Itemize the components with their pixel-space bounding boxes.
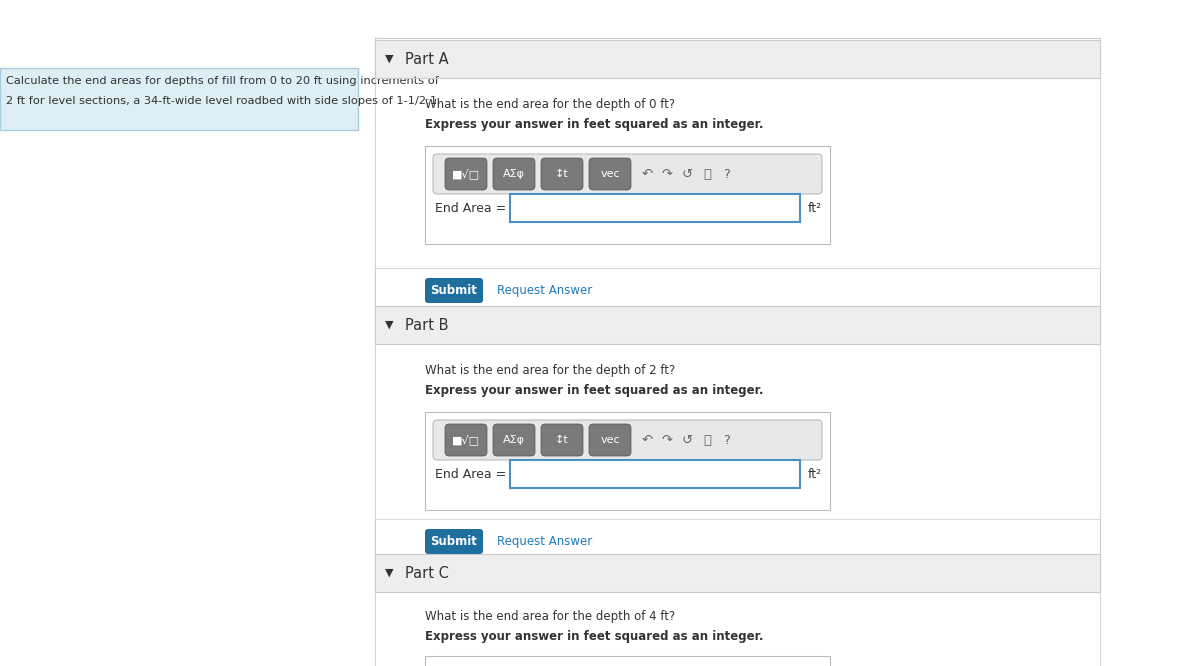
Text: Express your answer in feet squared as an integer.: Express your answer in feet squared as a… [425,630,763,643]
Text: ▼: ▼ [385,320,394,330]
Text: ■√□: ■√□ [452,435,480,446]
Text: Request Answer: Request Answer [497,535,593,548]
Text: AΣφ: AΣφ [503,169,526,179]
Text: Part C: Part C [406,565,449,581]
Text: What is the end area for the depth of 4 ft?: What is the end area for the depth of 4 … [425,610,676,623]
Bar [374,592,1100,666]
FancyBboxPatch shape [433,154,822,194]
Text: ↺: ↺ [682,168,692,180]
Text: End Area =: End Area = [436,202,506,214]
Text: What is the end area for the depth of 2 ft?: What is the end area for the depth of 2 … [425,364,676,377]
Text: Submit: Submit [431,535,478,548]
Bar [374,554,1100,592]
Bar [425,412,830,510]
FancyBboxPatch shape [425,529,482,554]
Text: What is the end area for the depth of 0 ft?: What is the end area for the depth of 0 … [425,98,676,111]
FancyBboxPatch shape [445,424,487,456]
Text: ↶: ↶ [642,434,653,446]
Text: ↕t: ↕t [556,169,569,179]
Text: ↺: ↺ [682,434,692,446]
Text: 2 ft for level sections, a 34-ft-wide level roadbed with side slopes of 1-1/2:1.: 2 ft for level sections, a 34-ft-wide le… [6,96,440,106]
Text: ↷: ↷ [661,434,672,446]
Text: Part A: Part A [406,51,449,67]
Text: ⬜: ⬜ [703,434,710,446]
Bar [0,68,358,130]
Text: ↶: ↶ [642,168,653,180]
Text: AΣφ: AΣφ [503,435,526,445]
Text: ↕t: ↕t [556,435,569,445]
Bar [374,306,1100,344]
Text: ■√□: ■√□ [452,168,480,179]
Text: ▼: ▼ [385,54,394,64]
Text: vec: vec [600,435,620,445]
Text: Part B: Part B [406,318,449,332]
Text: ft²: ft² [808,202,822,214]
Bar [374,40,1100,78]
Text: ⬜: ⬜ [703,168,710,180]
FancyBboxPatch shape [493,158,535,190]
FancyBboxPatch shape [433,420,822,460]
Text: End Area =: End Area = [436,468,506,480]
Bar [425,656,830,666]
FancyBboxPatch shape [541,424,583,456]
FancyBboxPatch shape [589,424,631,456]
Text: Express your answer in feet squared as an integer.: Express your answer in feet squared as a… [425,384,763,397]
Text: ?: ? [724,434,731,446]
Text: Request Answer: Request Answer [497,284,593,297]
Text: Express your answer in feet squared as an integer.: Express your answer in feet squared as a… [425,118,763,131]
FancyBboxPatch shape [425,278,482,303]
Text: ?: ? [724,168,731,180]
FancyBboxPatch shape [541,158,583,190]
Text: vec: vec [600,169,620,179]
Text: ft²: ft² [808,468,822,480]
Bar [510,460,800,488]
Bar [510,194,800,222]
Text: ▼: ▼ [385,568,394,578]
Text: ↷: ↷ [661,168,672,180]
FancyBboxPatch shape [589,158,631,190]
Bar [425,146,830,244]
FancyBboxPatch shape [445,158,487,190]
Text: Submit: Submit [431,284,478,297]
Bar [374,78,1100,268]
Text: Calculate the end areas for depths of fill from 0 to 20 ft using increments of: Calculate the end areas for depths of fi… [6,76,439,86]
Bar [374,344,1100,519]
FancyBboxPatch shape [493,424,535,456]
